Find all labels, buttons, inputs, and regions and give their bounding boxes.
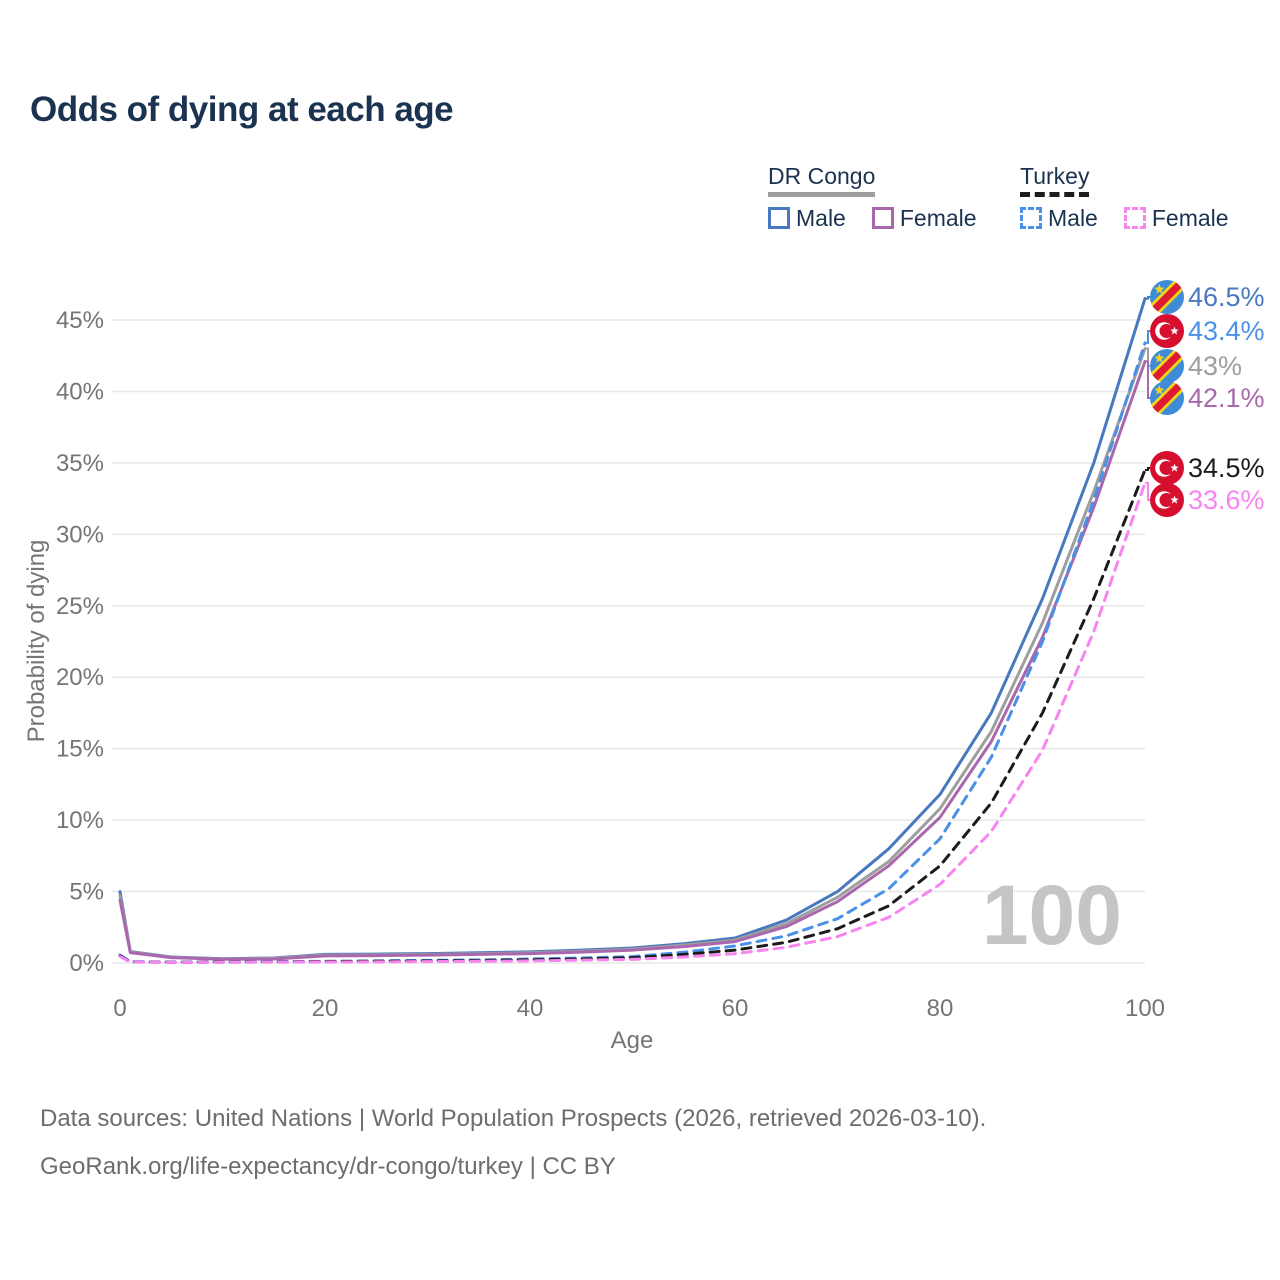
x-tick-label: 20 [312, 995, 339, 1022]
dr-congo-flag-icon [1150, 280, 1184, 314]
end-value-label-cd_total: 43% [1188, 351, 1242, 381]
label-connector-cd_male [1145, 296, 1150, 300]
turkey-male-swatch-icon [1020, 207, 1042, 230]
y-tick-label: 30% [56, 521, 104, 548]
series-line-cd_female [118, 359, 1147, 961]
end-value-label-cd_female: 42.1% [1188, 383, 1265, 413]
y-tick-label: 20% [56, 664, 104, 691]
end-value-label-tr_male: 43.4% [1188, 316, 1265, 346]
dr-congo-male-swatch-icon [768, 207, 790, 230]
label-connector-tr_total [1145, 467, 1150, 471]
dr-congo-flag-icon [1150, 349, 1184, 383]
legend-title-turkey: Turkey [1020, 163, 1090, 197]
y-tick-label: 45% [56, 307, 104, 334]
x-axis-title: Age [611, 1027, 654, 1054]
dr-congo-flag-icon [1150, 381, 1184, 415]
end-value-label-tr_total: 34.5% [1188, 453, 1265, 483]
chart-footer: Data sources: United Nations | World Pop… [40, 1102, 986, 1198]
page-title: Odds of dying at each age [30, 90, 454, 129]
turkey-flag-icon [1150, 314, 1184, 348]
y-tick-label: 25% [56, 593, 104, 620]
turkey-female-swatch-icon [1123, 207, 1146, 230]
y-tick-label: 15% [56, 736, 104, 763]
attribution-text: GeoRank.org/life-expectancy/dr-congo/tur… [40, 1153, 616, 1180]
legend-group-turkey: Turkey Male Female [1020, 163, 1229, 232]
y-tick-label: 10% [56, 807, 104, 834]
legend-label-turkey-female: Female [1151, 204, 1229, 231]
label-connector-cd_female [1145, 360, 1150, 399]
legend-item-dr-congo-female[interactable]: Female [871, 204, 977, 232]
y-tick-label: 0% [69, 950, 104, 977]
x-tick-label: 40 [517, 995, 544, 1022]
y-tick-label: 5% [69, 879, 104, 906]
legend-group-dr-congo: DR Congo Male Female [768, 163, 977, 232]
x-tick-label: 60 [722, 995, 749, 1022]
x-tick-label: 80 [927, 995, 954, 1022]
end-value-label-tr_female: 33.6% [1188, 485, 1265, 515]
series-line-tr_female [118, 481, 1147, 964]
legend-items-dr-congo: Male Female [768, 205, 977, 232]
legend-items-turkey: Male Female [1020, 205, 1229, 232]
legend-item-turkey-female[interactable]: Female [1123, 204, 1229, 232]
series-line-cd_male [118, 297, 1147, 961]
y-tick-label: 40% [56, 378, 104, 405]
legend-item-turkey-male[interactable]: Male [1020, 205, 1098, 232]
legend-item-dr-congo-male[interactable]: Male [768, 205, 846, 232]
turkey-flag-icon [1150, 483, 1184, 517]
age-watermark: 100 [982, 868, 1122, 962]
end-value-label-cd_male: 46.5% [1188, 282, 1265, 312]
label-connector-tr_female [1145, 481, 1150, 501]
legend-label-turkey-male: Male [1048, 204, 1098, 231]
x-tick-label: 100 [1125, 995, 1165, 1022]
legend-label-dr-congo-male: Male [796, 204, 846, 231]
legend-title-dr-congo: DR Congo [768, 163, 876, 197]
turkey-flag-icon [1150, 451, 1184, 485]
x-tick-label: 0 [113, 995, 126, 1022]
y-tick-label: 35% [56, 450, 104, 477]
y-axis-title: Probability of dying [23, 540, 50, 743]
data-sources-text: Data sources: United Nations | World Pop… [40, 1105, 987, 1132]
dr-congo-female-swatch-icon [871, 207, 894, 230]
legend-label-dr-congo-female: Female [899, 204, 977, 231]
label-connector-tr_male [1145, 330, 1150, 344]
